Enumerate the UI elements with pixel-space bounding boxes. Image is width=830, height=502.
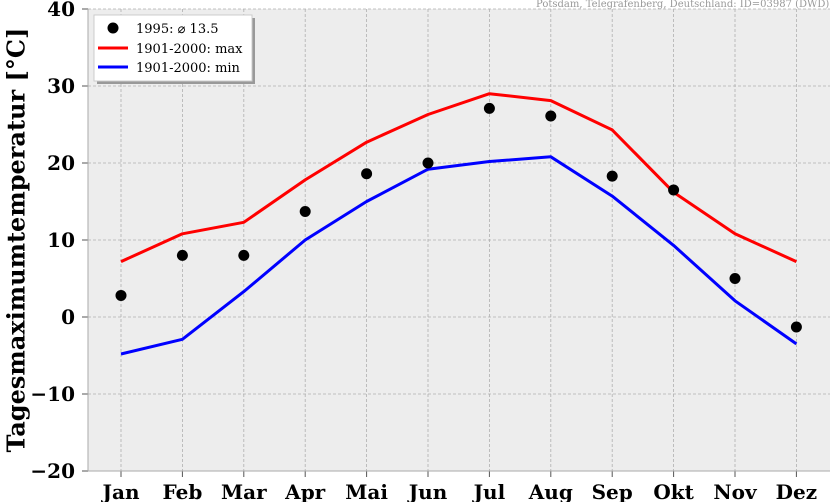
x-tick-label: Okt <box>653 480 694 502</box>
x-tick-label: Jun <box>407 480 448 502</box>
y-tick-labels: −20 −10 0 10 20 30 40 <box>30 0 75 483</box>
series-lines <box>120 92 798 356</box>
x-tick-label: Feb <box>162 480 202 502</box>
source-note: Potsdam, Telegrafenberg, Deutschland: ID… <box>536 0 829 10</box>
y-tick-label: 40 <box>47 0 75 21</box>
y-tick-label: 20 <box>47 151 75 175</box>
x-tick-label: Nov <box>713 480 758 502</box>
legend-label-min: 1901-2000: min <box>136 61 241 76</box>
x-tick-label: Jul <box>472 480 506 502</box>
legend: 1995: ⌀ 13.5 1901-2000: max 1901-2000: m… <box>93 14 255 84</box>
y-tick-label: −10 <box>30 382 75 406</box>
data-point <box>483 102 495 114</box>
x-tick-label: Jan <box>101 480 140 502</box>
x-tick-label: Dez <box>776 480 817 502</box>
data-point <box>668 184 680 196</box>
data-point <box>176 249 188 261</box>
y-tick-label: 30 <box>47 74 75 98</box>
data-point <box>729 273 741 284</box>
legend-label-scatter: 1995: ⌀ 13.5 <box>136 22 219 37</box>
series-line-1 <box>120 92 798 263</box>
x-tick-label: Sep <box>592 480 633 502</box>
x-tick-label: Mai <box>345 480 388 502</box>
x-tick-label: Aug <box>528 480 573 502</box>
grid-lines <box>82 8 830 477</box>
y-tick-label: −20 <box>30 459 75 483</box>
data-point <box>361 168 373 180</box>
x-tick-labels: Jan Feb Mar Apr Mai Jun Jul Aug Sep Okt Nov Dez <box>101 480 818 502</box>
data-point <box>115 289 127 301</box>
series-points <box>115 102 802 333</box>
data-point <box>299 206 311 218</box>
y-axis-label: Tagesmaximumtemperatur [°C] <box>2 28 31 453</box>
y-tick-label: 10 <box>47 228 75 252</box>
data-point <box>606 170 618 182</box>
legend-label-max: 1901-2000: max <box>136 42 243 57</box>
x-tick-label: Apr <box>284 480 326 502</box>
data-point <box>238 249 250 261</box>
legend-marker-scatter <box>107 22 119 34</box>
y-tick-label: 0 <box>61 305 75 329</box>
data-point <box>545 110 557 122</box>
data-point <box>422 157 434 169</box>
data-point <box>790 321 802 333</box>
series-line-2 <box>120 155 798 356</box>
x-tick-label: Mar <box>221 480 267 502</box>
